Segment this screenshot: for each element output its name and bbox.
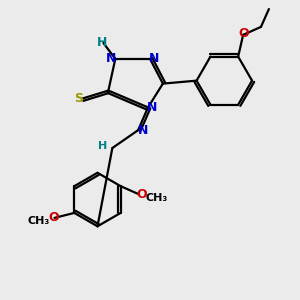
Text: N: N	[149, 52, 159, 65]
Text: S: S	[74, 92, 83, 105]
Text: O: O	[48, 212, 59, 224]
Text: H: H	[98, 141, 107, 151]
Text: N: N	[106, 52, 116, 65]
Text: CH₃: CH₃	[28, 216, 50, 226]
Text: O: O	[136, 188, 147, 201]
Text: CH₃: CH₃	[145, 193, 167, 203]
Text: N: N	[147, 101, 157, 114]
Text: H: H	[97, 37, 108, 50]
Text: N: N	[138, 124, 148, 137]
Text: O: O	[239, 27, 249, 40]
